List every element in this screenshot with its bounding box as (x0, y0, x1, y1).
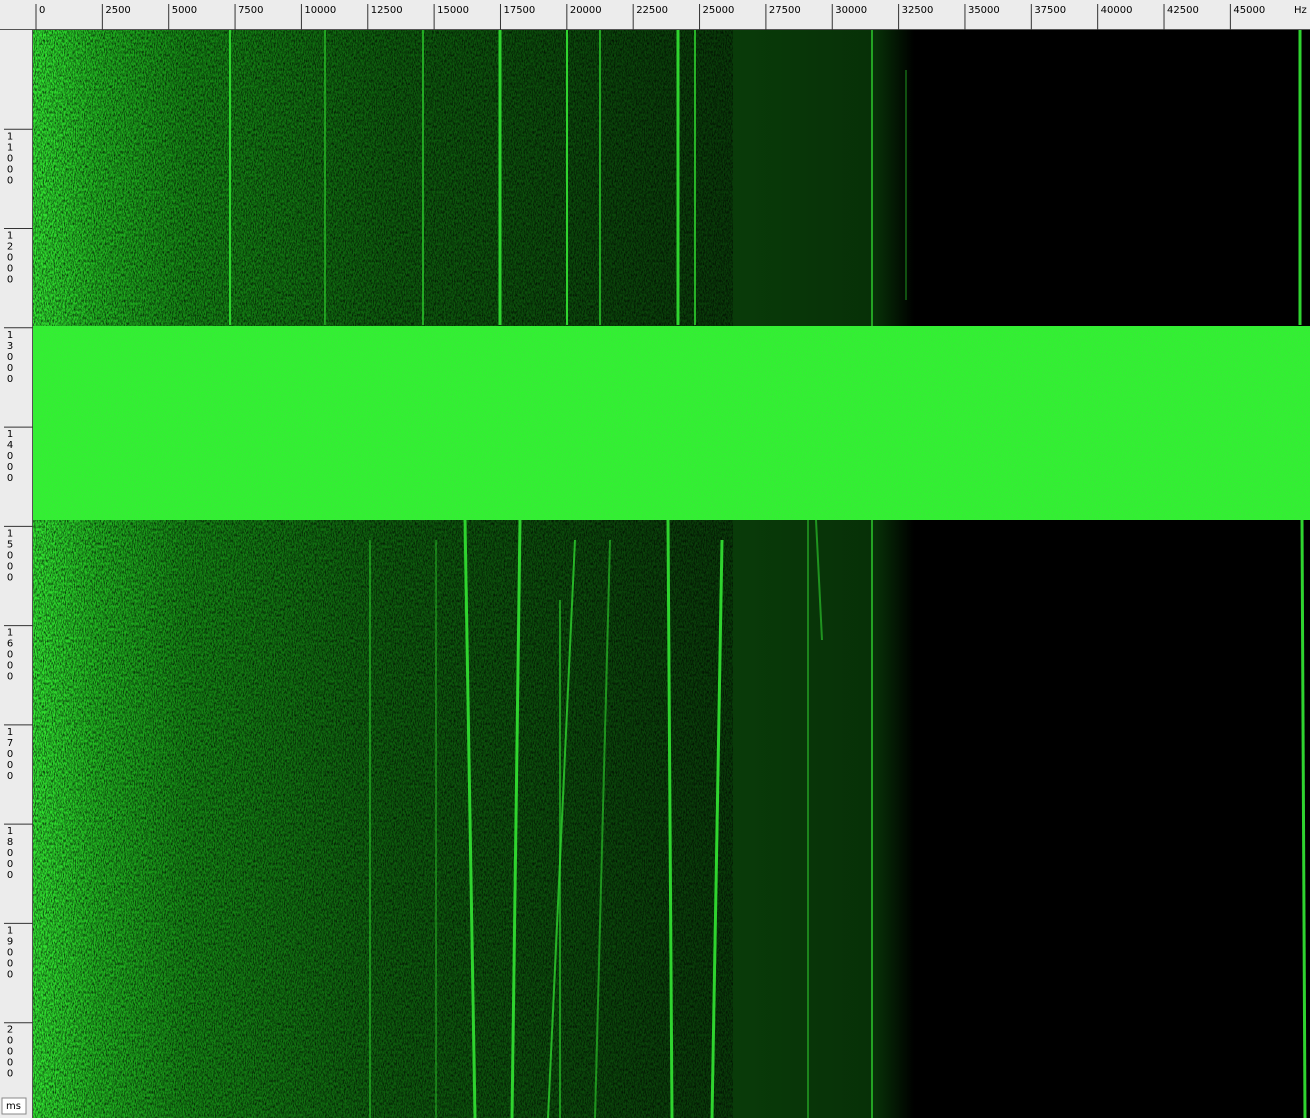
x-tick-label: 12500 (371, 5, 403, 16)
y-tick-label: 20000 (5, 1025, 16, 1080)
time-unit: ms (6, 1101, 21, 1112)
y-tick-label: 16000 (5, 628, 16, 683)
y-tick-label: 13000 (5, 330, 16, 385)
x-tick-label: 2500 (105, 5, 130, 16)
x-tick-label: 42500 (1167, 5, 1199, 16)
x-tick-label: 30000 (835, 5, 867, 16)
y-tick-label: 11000 (5, 131, 16, 186)
x-tick-label: 22500 (636, 5, 668, 16)
x-tick-label: 15000 (437, 5, 469, 16)
x-tick-label: 0 (39, 5, 45, 16)
y-tick-label: 14000 (5, 429, 16, 484)
y-tick-label: 18000 (5, 826, 16, 881)
x-tick-label: 10000 (304, 5, 336, 16)
frequency-ruler: Hz 0 2500 5000 7500 10000 12500 15000 17500 2000… (0, 0, 1310, 30)
x-tick-label: 37500 (1034, 5, 1066, 16)
y-tick-label: 12000 (5, 231, 16, 286)
x-tick-label: 25000 (703, 5, 735, 16)
x-tick-label: 5000 (172, 5, 197, 16)
y-tick-label: 17000 (5, 727, 16, 782)
x-tick-label: 32500 (902, 5, 934, 16)
spectrogram-image (33, 30, 1310, 1118)
y-tick-label: 15000 (5, 528, 16, 583)
time-ruler: ms 11000 12000 13000 14000 15000 16000 17000 18… (0, 30, 33, 1118)
x-tick-label: 7500 (238, 5, 263, 16)
x-tick-label: 17500 (503, 5, 535, 16)
y-tick-label: 19000 (5, 925, 16, 980)
x-tick-label: 20000 (570, 5, 602, 16)
x-tick-label: 35000 (968, 5, 1000, 16)
frequency-unit: Hz (1294, 5, 1307, 16)
x-tick-label: 27500 (769, 5, 801, 16)
x-tick-label: 45000 (1233, 5, 1265, 16)
x-tick-label: 40000 (1101, 5, 1133, 16)
